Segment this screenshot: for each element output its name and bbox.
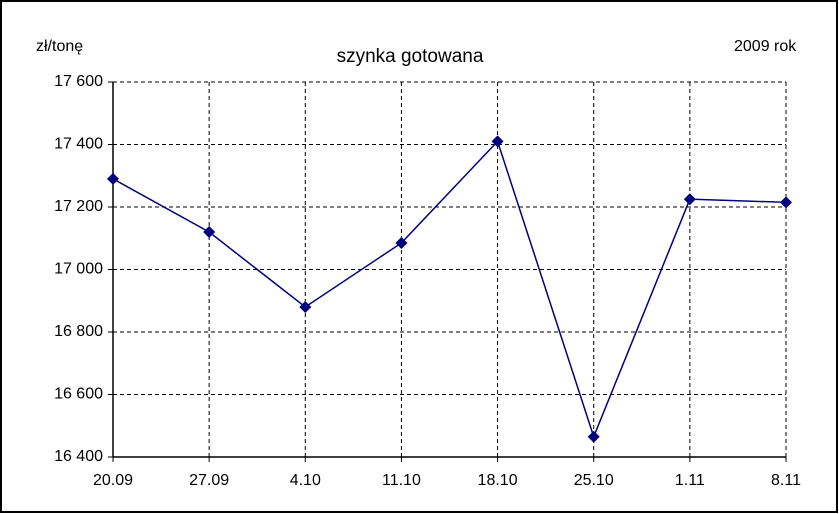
x-tick-label: 25.10 bbox=[574, 472, 614, 489]
x-tick-label: 11.10 bbox=[382, 472, 421, 489]
point-marker bbox=[107, 172, 119, 185]
point-marker bbox=[683, 193, 696, 206]
point-marker bbox=[395, 236, 408, 249]
x-tick-label: 4.10 bbox=[290, 472, 321, 489]
point-marker bbox=[491, 135, 504, 148]
y-tick-label: 17 600 bbox=[54, 73, 103, 90]
point-marker bbox=[299, 301, 312, 313]
y-tick-label: 17 000 bbox=[54, 261, 103, 278]
y-tick-label: 17 200 bbox=[54, 198, 103, 215]
x-tick-label: 1.11 bbox=[675, 472, 705, 489]
point-marker bbox=[203, 226, 216, 238]
x-tick-label: 27.09 bbox=[189, 472, 229, 489]
y-tick-label: 16 800 bbox=[54, 323, 103, 340]
y-tick-label: 16 400 bbox=[54, 448, 103, 465]
y-tick-label: 17 400 bbox=[54, 136, 103, 153]
point-marker bbox=[780, 196, 792, 209]
x-tick-label: 8.11 bbox=[771, 472, 801, 489]
x-tick-label: 18.10 bbox=[478, 472, 518, 489]
y-tick-label: 16 600 bbox=[54, 386, 103, 403]
line-series bbox=[112, 139, 787, 439]
y-axis-label: zł/tonę bbox=[36, 38, 83, 55]
annotation: 2009 rok bbox=[734, 38, 797, 55]
x-tick-label: 20.09 bbox=[93, 472, 133, 489]
chart-title: szynka gotowana bbox=[337, 46, 484, 67]
point-marker bbox=[587, 430, 600, 443]
